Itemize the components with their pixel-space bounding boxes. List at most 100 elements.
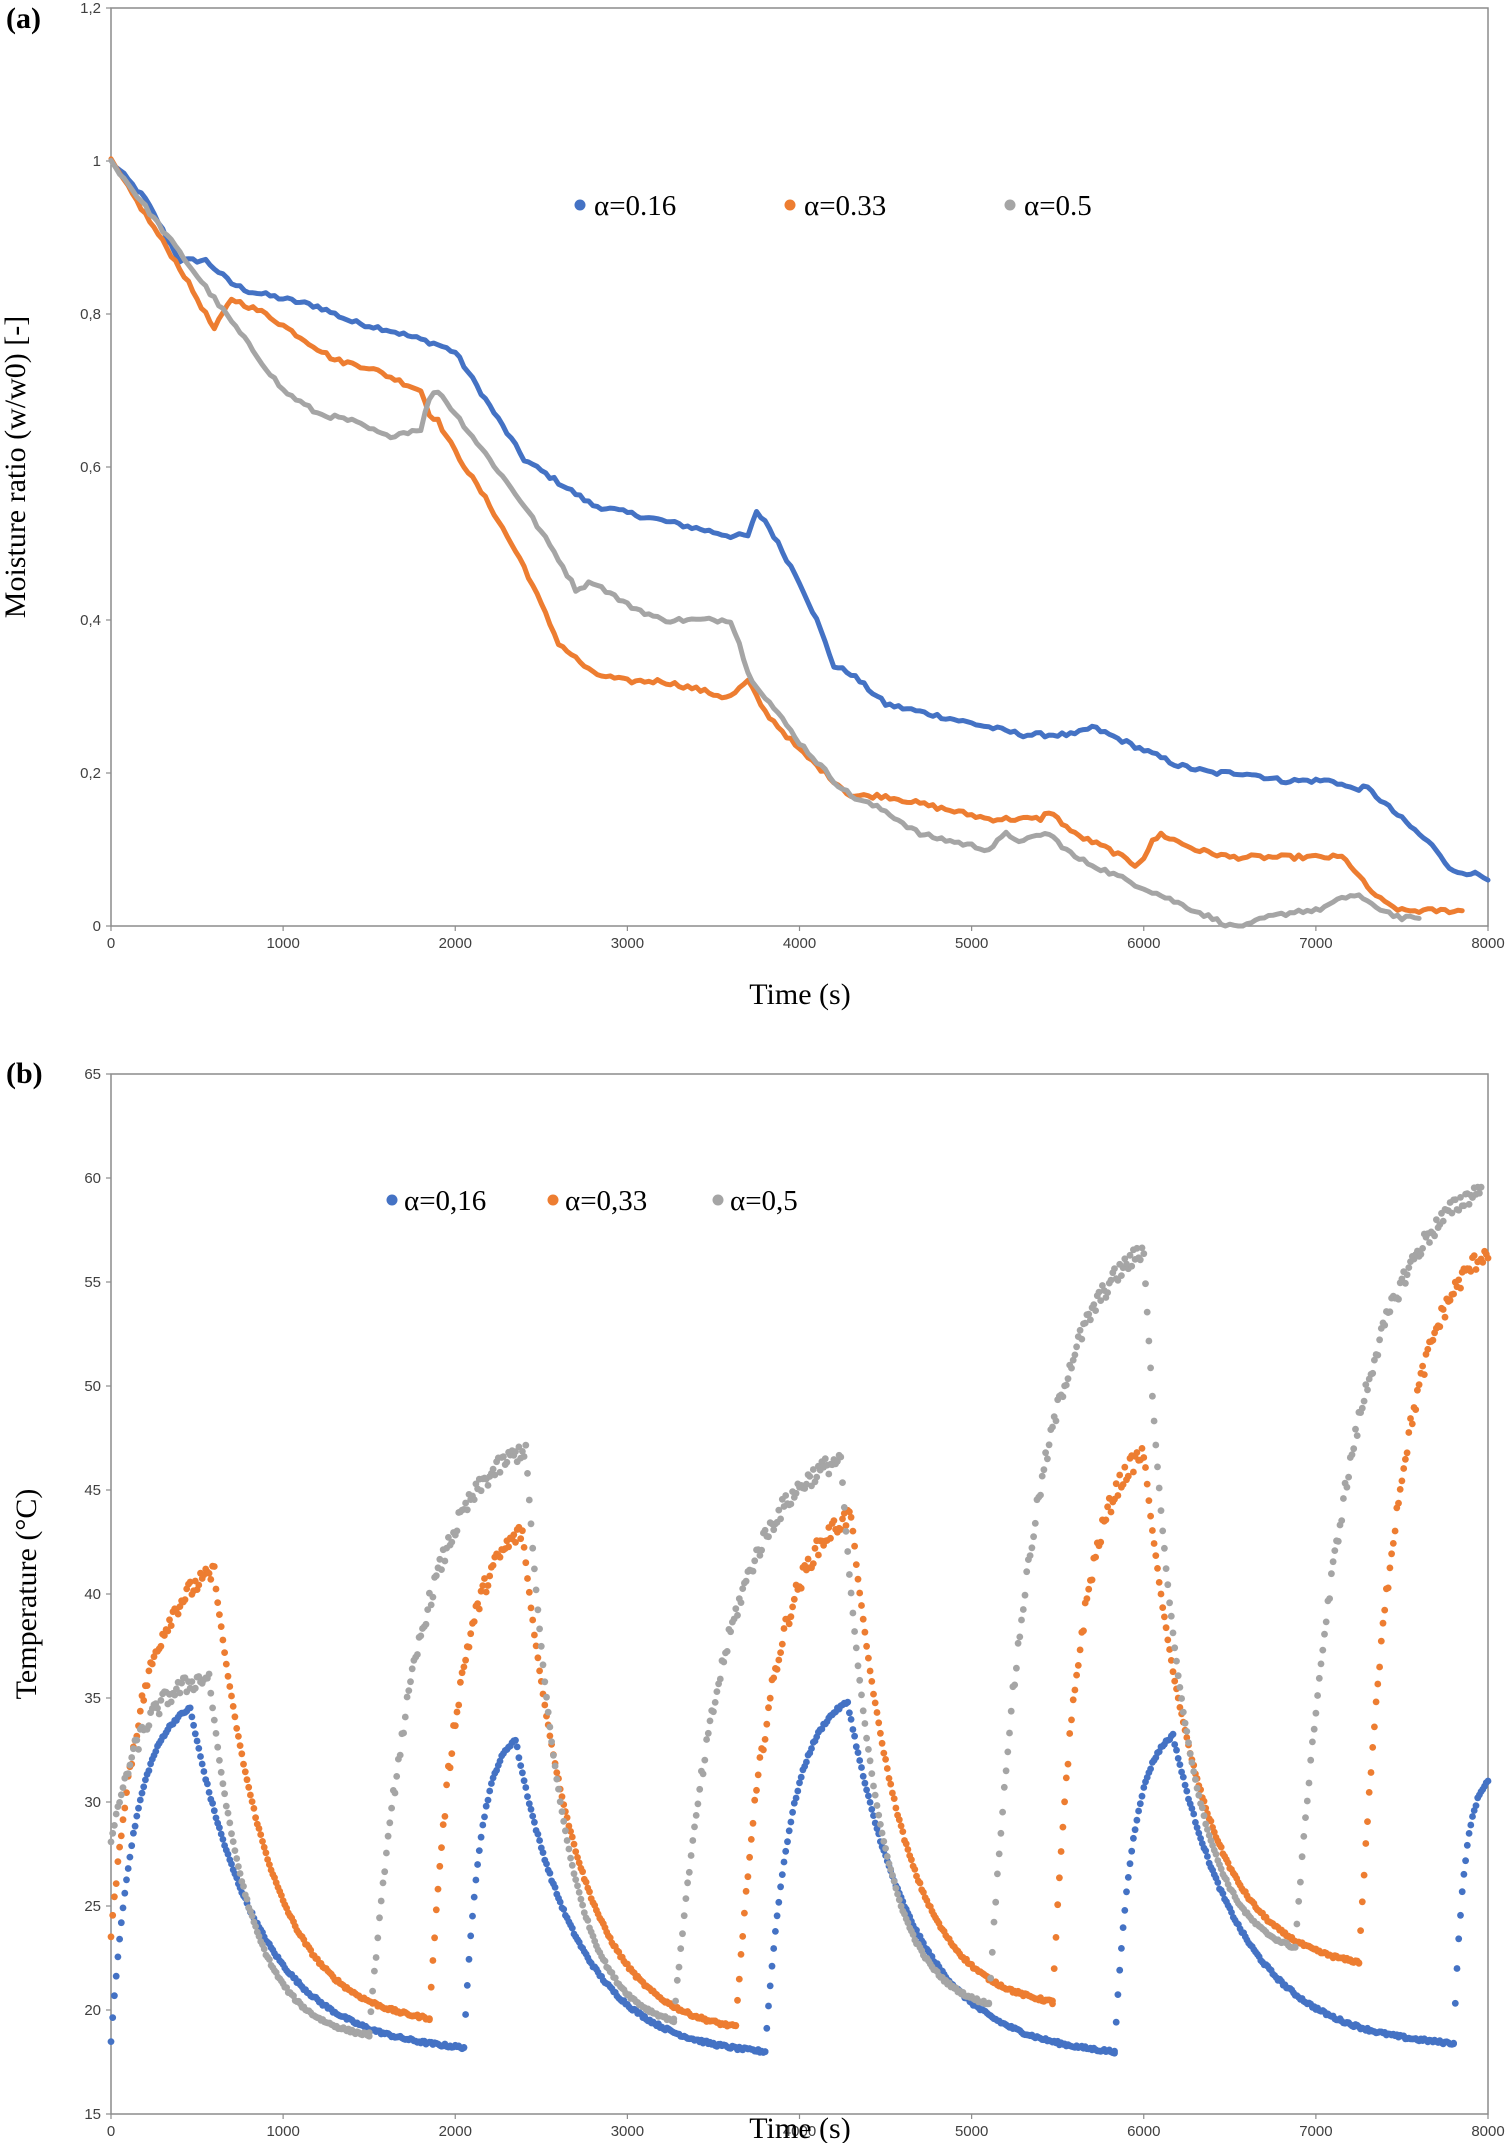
data-point xyxy=(436,1862,444,1870)
data-point xyxy=(694,1800,702,1808)
data-point xyxy=(1154,1463,1161,1471)
data-point xyxy=(460,1663,468,1671)
data-point xyxy=(1118,1945,1125,1952)
data-point xyxy=(193,1737,201,1745)
data-point xyxy=(1419,1245,1426,1252)
data-point xyxy=(1150,1540,1158,1547)
data-point xyxy=(477,1587,485,1595)
data-point xyxy=(863,1642,870,1650)
data-point xyxy=(1014,1639,1022,1647)
data-point xyxy=(226,1819,234,1827)
data-point xyxy=(166,1616,173,1624)
data-point xyxy=(240,1760,247,1768)
data-point xyxy=(839,1515,846,1523)
data-point xyxy=(1155,1484,1163,1492)
data-point xyxy=(1138,1792,1146,1800)
data-point xyxy=(1433,1216,1440,1224)
data-point xyxy=(1362,1381,1370,1388)
data-point xyxy=(379,1879,387,1887)
data-point xyxy=(463,1982,471,1989)
data-point xyxy=(216,1824,223,1832)
data-point xyxy=(1391,1527,1399,1535)
data-point xyxy=(760,1746,767,1754)
data-point xyxy=(1436,1323,1444,1331)
data-point xyxy=(1112,1480,1120,1488)
data-point xyxy=(229,1703,237,1710)
data-point xyxy=(520,1453,528,1460)
data-point xyxy=(205,1789,213,1796)
data-point xyxy=(846,1508,853,1516)
data-point xyxy=(1402,1279,1409,1287)
data-point xyxy=(1169,1730,1177,1738)
data-point xyxy=(1309,1738,1316,1746)
data-point xyxy=(142,1776,149,1784)
data-point xyxy=(861,1628,869,1636)
data-point xyxy=(424,1606,432,1613)
data-point xyxy=(720,1658,728,1666)
data-point xyxy=(1188,1759,1196,1766)
panel-a-x-axis-title: Time (s) xyxy=(749,978,850,1011)
data-point xyxy=(260,1843,268,1851)
data-point xyxy=(1224,1859,1232,1867)
data-point xyxy=(865,1792,872,1800)
data-point xyxy=(1381,1606,1389,1614)
data-point xyxy=(889,1789,896,1797)
data-point xyxy=(407,1678,414,1686)
data-point xyxy=(1372,1698,1380,1706)
x-tick-label: 6000 xyxy=(1127,935,1160,952)
data-point xyxy=(1061,1798,1068,1806)
data-point xyxy=(531,1631,538,1639)
data-point xyxy=(854,1662,862,1670)
x-tick-label: 0 xyxy=(107,935,115,952)
data-point xyxy=(1066,1730,1074,1737)
data-point xyxy=(157,1697,165,1704)
data-point xyxy=(1104,1503,1111,1511)
data-point xyxy=(761,2048,769,2056)
data-point xyxy=(400,1729,407,1737)
data-point xyxy=(1018,1616,1025,1624)
data-point xyxy=(1298,1853,1306,1861)
data-point xyxy=(575,1859,583,1867)
data-point xyxy=(868,1678,876,1685)
data-point xyxy=(1037,1491,1044,1499)
data-point xyxy=(512,1448,519,1455)
data-point xyxy=(1092,1307,1099,1314)
data-point xyxy=(1195,1829,1203,1837)
data-point xyxy=(710,1708,717,1716)
data-point xyxy=(987,1974,994,1982)
data-point xyxy=(1407,1415,1414,1422)
data-point xyxy=(1045,1441,1053,1449)
data-point xyxy=(1169,1668,1177,1676)
data-point xyxy=(212,1814,220,1822)
data-point xyxy=(520,1544,528,1551)
data-point xyxy=(792,1794,800,1802)
data-point xyxy=(1400,1465,1408,1472)
data-point xyxy=(692,1812,700,1819)
data-point xyxy=(895,1816,903,1824)
data-point xyxy=(114,1858,122,1865)
data-point xyxy=(515,1754,523,1762)
data-point xyxy=(785,1827,793,1835)
data-point xyxy=(804,1555,812,1563)
data-point xyxy=(519,1769,526,1777)
data-point xyxy=(138,1789,146,1797)
data-point xyxy=(1085,1585,1093,1593)
data-point xyxy=(830,1517,838,1524)
data-point xyxy=(252,1814,259,1822)
data-point xyxy=(1338,1517,1346,1524)
data-point xyxy=(427,1983,435,1991)
data-point xyxy=(140,1783,148,1791)
data-point xyxy=(462,1656,469,1664)
panel-a-moisture-chart: (a) 0 0,2 0,4 0,6 0,8 1 1,2 0 1000 2000 3000 4000 5… xyxy=(0,0,1505,1011)
data-point xyxy=(255,1825,263,1832)
data-point xyxy=(266,1861,273,1868)
data-point xyxy=(871,1791,879,1799)
data-point xyxy=(429,1957,437,1964)
data-point xyxy=(871,1699,879,1707)
data-point xyxy=(489,1562,497,1569)
legend-marker-0 xyxy=(574,199,586,211)
data-point xyxy=(1159,1527,1167,1535)
data-point xyxy=(897,1822,905,1830)
data-point xyxy=(553,1769,561,1776)
data-point xyxy=(785,1620,793,1628)
